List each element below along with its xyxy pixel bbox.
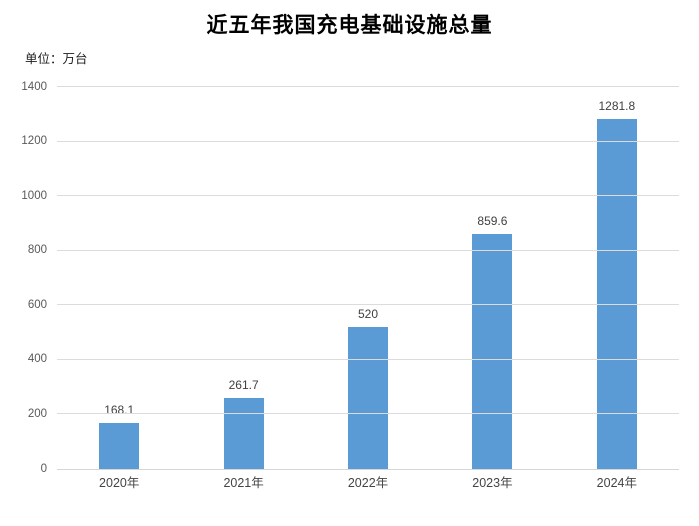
y-axis-tick-label: 1200 xyxy=(21,134,47,147)
y-axis-tick-label: 1400 xyxy=(21,80,47,93)
bar xyxy=(99,423,140,469)
bar-slot: 859.6 xyxy=(430,87,554,469)
gridline xyxy=(57,413,679,415)
bar-series: 168.1 261.7 520 859.6 1281.8 xyxy=(57,87,679,469)
gridline xyxy=(57,140,679,142)
bar xyxy=(472,234,513,469)
bar-slot: 1281.8 xyxy=(555,87,679,469)
unit-label: 单位：万台 xyxy=(25,52,88,66)
x-axis-tick-label: 2024年 xyxy=(596,476,637,490)
y-axis-tick-label: 1000 xyxy=(21,189,47,202)
y-axis-tick-label: 0 xyxy=(40,462,47,475)
gridline xyxy=(57,249,679,251)
bar-value-label: 1281.8 xyxy=(598,99,636,114)
x-axis-tick-label: 2020年 xyxy=(99,476,140,490)
y-axis-tick-label: 400 xyxy=(27,353,47,366)
bar-value-label: 168.1 xyxy=(104,403,135,418)
plot-area: 168.1 261.7 520 859.6 1281.8 0 200 400 600 800 10… xyxy=(21,81,679,474)
bar-slot: 261.7 xyxy=(181,87,305,469)
gridline xyxy=(57,358,679,360)
x-axis-labels: 2020年 2021年 2022年 2023年 2024年 xyxy=(57,477,679,490)
x-axis-tick-label: 2023年 xyxy=(472,476,513,490)
y-axis-tick-label: 800 xyxy=(27,243,47,256)
bar-value-label: 859.6 xyxy=(477,214,508,229)
y-axis-tick-label: 200 xyxy=(27,407,47,420)
bar-value-label: 261.7 xyxy=(228,377,259,392)
bar xyxy=(596,119,637,469)
x-axis-tick-label: 2021年 xyxy=(223,476,264,490)
gridline xyxy=(57,195,679,197)
x-axis-tick-label: 2022年 xyxy=(347,476,389,490)
bar-value-label: 520 xyxy=(358,307,379,322)
bar xyxy=(223,397,264,469)
bar-slot: 520 xyxy=(306,87,430,469)
gridline xyxy=(57,304,679,306)
y-axis-tick-label: 600 xyxy=(27,298,47,311)
chart-title: 近五年我国充电基础设施总量 xyxy=(206,12,493,37)
gridline xyxy=(57,86,679,87)
bar xyxy=(348,327,389,469)
bar-slot: 168.1 xyxy=(57,87,181,469)
